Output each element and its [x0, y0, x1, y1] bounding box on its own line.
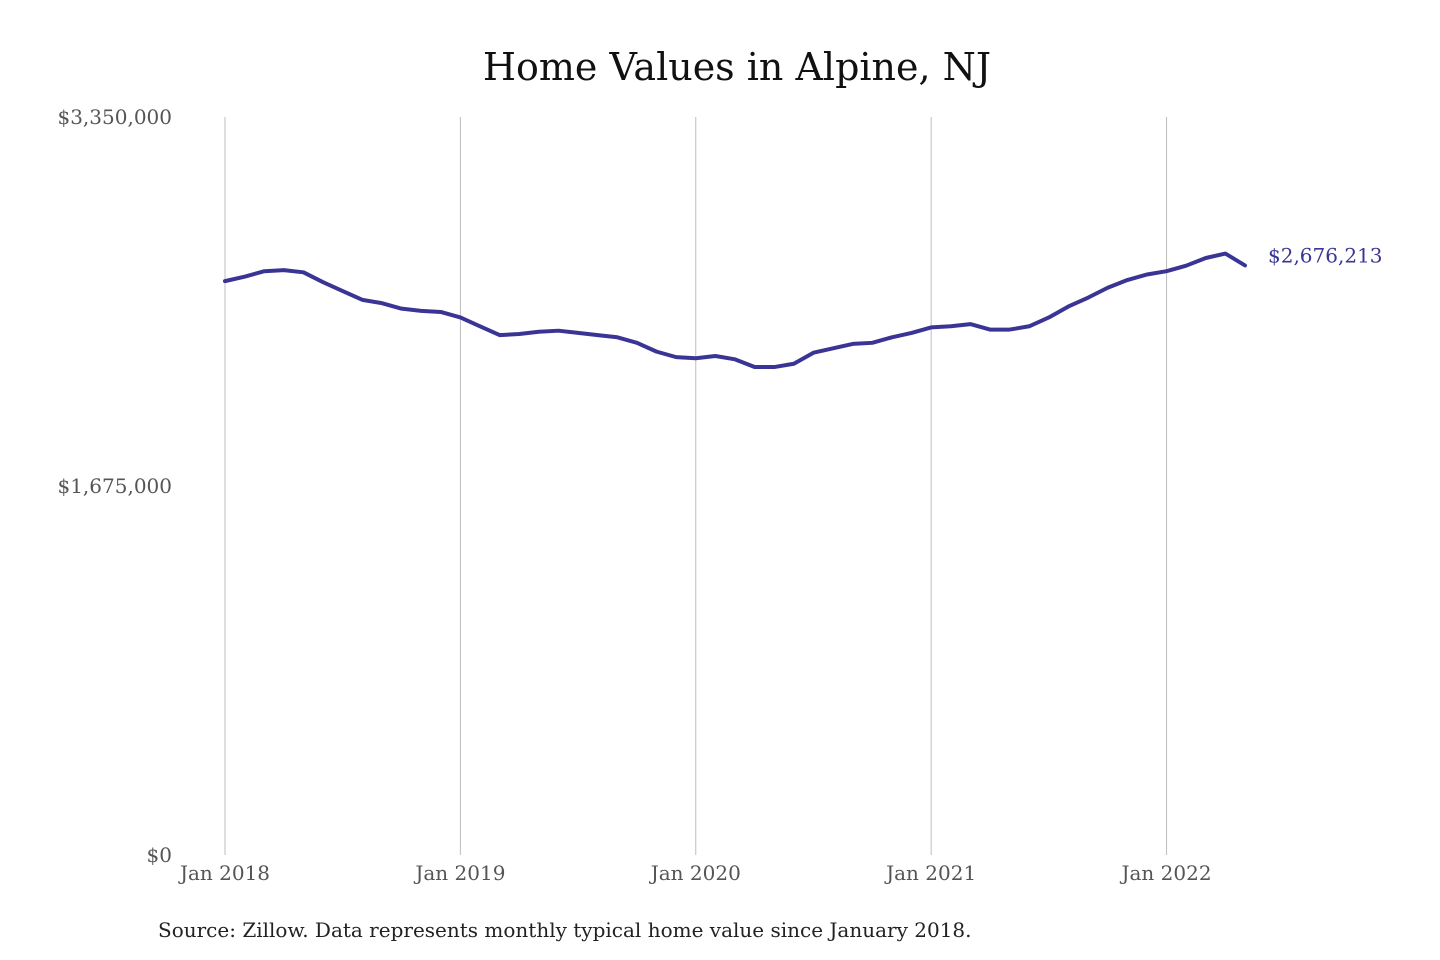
source-note: Source: Zillow. Data represents monthly …	[158, 918, 972, 942]
end-value-label: $2,676,213	[1268, 243, 1383, 267]
y-axis-ticks: $0 $1,675,000 $3,350,000	[57, 105, 172, 867]
x-tick-label: Jan 2021	[884, 861, 976, 885]
gridlines	[224, 117, 1168, 855]
y-tick-label: $3,350,000	[57, 105, 172, 129]
x-axis-ticks: Jan 2018 Jan 2019 Jan 2020 Jan 2021 Jan 2022	[178, 861, 1212, 885]
x-tick-label: Jan 2020	[649, 861, 741, 885]
x-tick-label: Jan 2022	[1119, 861, 1211, 885]
chart-title: Home Values in Alpine, NJ	[483, 45, 991, 89]
x-tick-label: Jan 2018	[178, 861, 270, 885]
y-tick-label: $0	[147, 843, 172, 867]
series-line	[223, 251, 1247, 370]
series-layer	[223, 251, 1247, 370]
y-tick-label: $1,675,000	[57, 474, 172, 498]
x-tick-label: Jan 2019	[413, 861, 505, 885]
